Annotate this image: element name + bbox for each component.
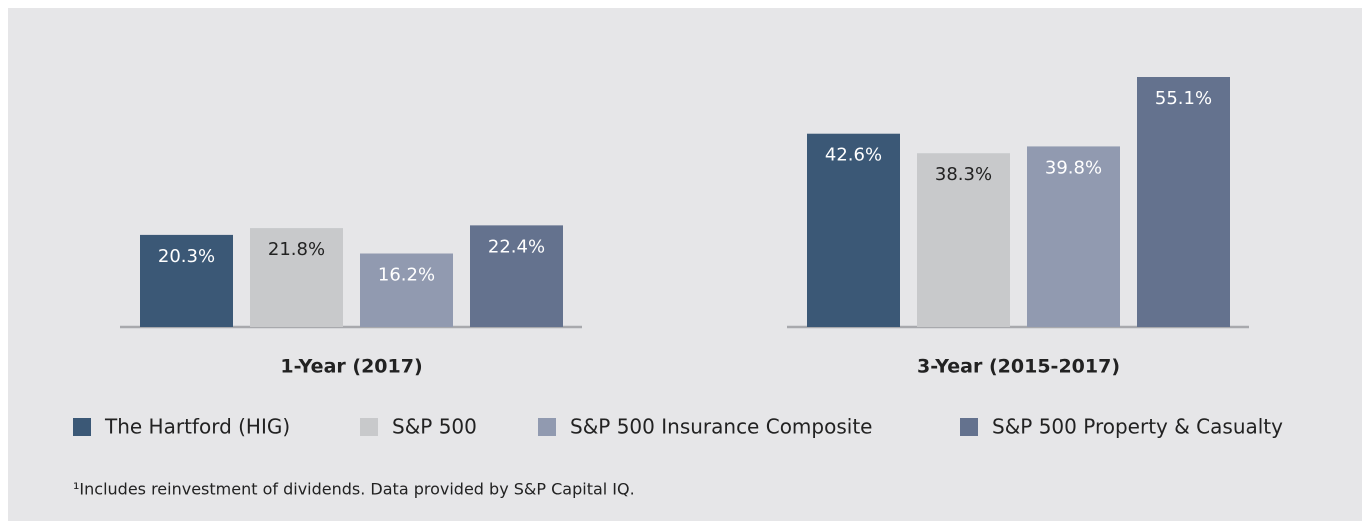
legend-label: S&P 500 Insurance Composite bbox=[570, 415, 872, 439]
legend-label: S&P 500 Property & Casualty bbox=[992, 415, 1283, 439]
value-label: 22.4% bbox=[488, 236, 545, 257]
bar bbox=[1137, 77, 1230, 327]
legend-swatch bbox=[538, 418, 556, 436]
value-label: 39.8% bbox=[1045, 157, 1102, 178]
bar bbox=[1027, 146, 1120, 327]
bar bbox=[250, 228, 343, 327]
category-label: 3-Year (2015-2017) bbox=[917, 356, 1120, 378]
footnote: ¹Includes reinvestment of dividends. Dat… bbox=[73, 480, 635, 499]
bar bbox=[917, 153, 1010, 327]
value-label: 42.6% bbox=[825, 145, 882, 166]
value-label: 38.3% bbox=[935, 164, 992, 185]
legend-swatch bbox=[73, 418, 91, 436]
legend-swatch bbox=[360, 418, 378, 436]
background bbox=[8, 8, 1362, 521]
bar bbox=[470, 225, 563, 327]
bar bbox=[140, 234, 233, 327]
value-label: 16.2% bbox=[378, 264, 435, 285]
legend-label: S&P 500 bbox=[392, 415, 477, 439]
legend-label: The Hartford (HIG) bbox=[104, 415, 290, 439]
value-label: 21.8% bbox=[268, 239, 325, 260]
bar bbox=[360, 253, 453, 327]
bar bbox=[807, 133, 900, 327]
legend-swatch bbox=[960, 418, 978, 436]
value-label: 20.3% bbox=[158, 246, 215, 267]
value-label: 55.1% bbox=[1155, 88, 1212, 109]
category-label: 1-Year (2017) bbox=[280, 356, 422, 378]
